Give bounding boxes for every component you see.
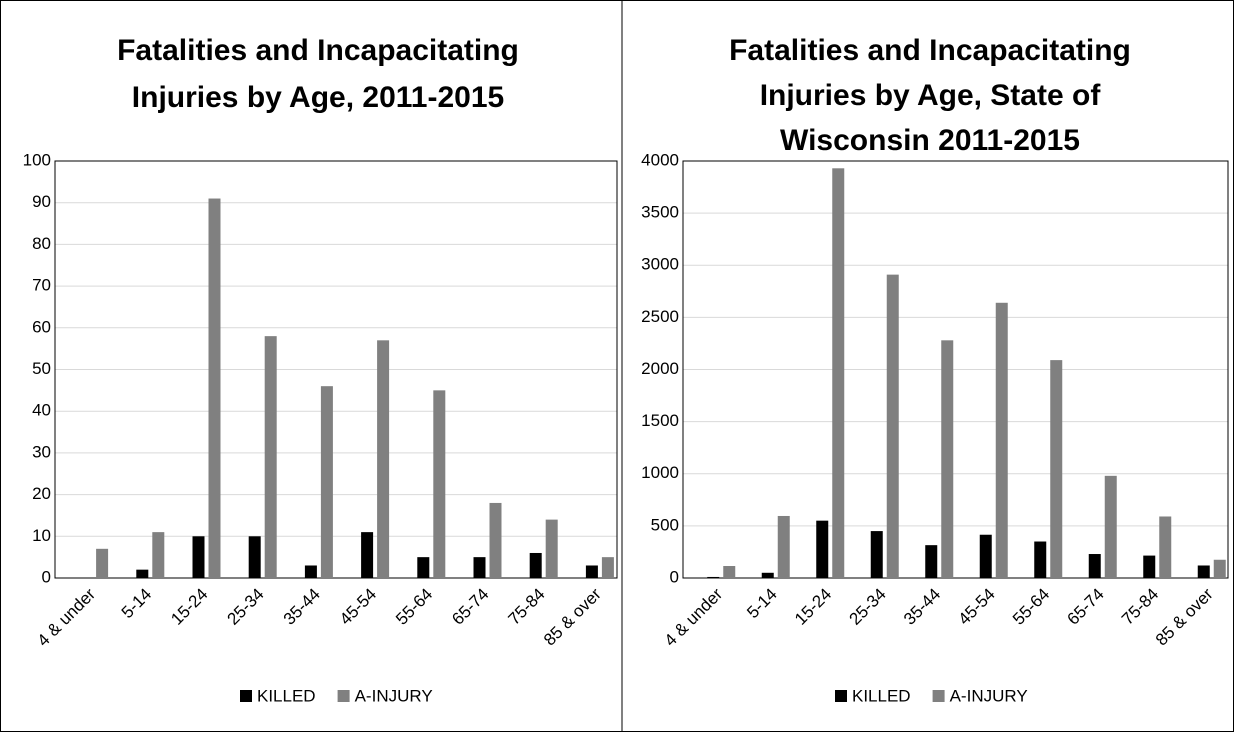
bar xyxy=(870,531,883,578)
chart-title: Wisconsin 2011-2015 xyxy=(780,124,1080,157)
plot-frame xyxy=(54,160,618,579)
y-tick-label: 50 xyxy=(32,359,51,378)
y-tick-label: 3500 xyxy=(641,203,679,222)
bar xyxy=(473,557,486,578)
x-tick-label: 35-44 xyxy=(900,585,944,629)
bar xyxy=(925,545,938,578)
y-tick-label: 500 xyxy=(651,515,679,534)
x-tick-label: 5-14 xyxy=(743,585,780,622)
chart-title: Injuries by Age, 2011-2015 xyxy=(132,81,504,114)
y-tick-label: 90 xyxy=(32,192,51,211)
x-tick-label: 5-14 xyxy=(118,585,155,622)
bar xyxy=(1088,554,1101,578)
x-tick-label: 4 & under xyxy=(34,584,100,650)
bar xyxy=(320,386,333,578)
x-tick-label: 55-64 xyxy=(392,585,436,629)
x-tick-label: 45-54 xyxy=(955,585,999,629)
legend-label: KILLED xyxy=(852,686,911,705)
bar xyxy=(1104,475,1117,578)
bar xyxy=(433,390,446,578)
bar xyxy=(304,565,317,578)
bar xyxy=(1143,555,1156,578)
chart-title: Fatalities and Incapacitating xyxy=(729,34,1131,67)
bar xyxy=(377,340,390,578)
bar xyxy=(248,536,261,578)
bar xyxy=(136,569,149,578)
bar xyxy=(1213,559,1226,578)
x-tick-label: 75-84 xyxy=(1118,585,1162,629)
y-tick-label: 3000 xyxy=(641,255,679,274)
plot-frame xyxy=(682,160,1229,579)
x-tick-label: 4 & under xyxy=(661,584,727,650)
y-tick-label: 4000 xyxy=(641,150,679,169)
bar xyxy=(1197,565,1210,578)
legend-label: KILLED xyxy=(257,686,316,705)
bar xyxy=(816,520,829,578)
bar xyxy=(1050,360,1063,578)
y-tick-label: 100 xyxy=(23,150,51,169)
bar xyxy=(96,548,109,578)
y-tick-label: 1000 xyxy=(641,463,679,482)
x-tick-label: 65-74 xyxy=(448,585,492,629)
bar xyxy=(723,566,736,578)
bar xyxy=(417,557,430,578)
y-tick-label: 1500 xyxy=(641,411,679,430)
y-tick-label: 2500 xyxy=(641,307,679,326)
y-tick-label: 30 xyxy=(32,442,51,461)
y-tick-label: 2000 xyxy=(641,359,679,378)
y-tick-label: 10 xyxy=(32,526,51,545)
bar xyxy=(761,572,774,578)
legend-swatch xyxy=(240,690,252,702)
x-tick-label: 45-54 xyxy=(336,585,380,629)
legend-swatch xyxy=(932,690,945,702)
y-tick-label: 70 xyxy=(32,276,51,295)
bar xyxy=(1159,516,1172,578)
bar xyxy=(886,274,899,578)
x-tick-label: 75-84 xyxy=(505,585,549,629)
x-tick-label: 35-44 xyxy=(280,585,324,629)
x-tick-label: 25-34 xyxy=(846,585,890,629)
x-tick-label: 65-74 xyxy=(1064,585,1108,629)
bar xyxy=(152,532,165,578)
bar xyxy=(361,532,374,578)
x-tick-label: 85 & over xyxy=(540,584,605,649)
x-tick-label: 15-24 xyxy=(167,585,211,629)
x-tick-label: 25-34 xyxy=(224,585,268,629)
bar xyxy=(208,198,221,578)
bar xyxy=(995,302,1008,578)
bar xyxy=(777,515,790,578)
y-tick-label: 0 xyxy=(670,567,679,586)
bar xyxy=(192,536,205,578)
bar xyxy=(585,565,598,578)
chart-title: Injuries by Age, State of xyxy=(760,79,1102,112)
legend-label: A-INJURY xyxy=(355,686,433,705)
bar xyxy=(601,557,614,578)
y-tick-label: 60 xyxy=(32,317,51,336)
x-tick-label: 55-64 xyxy=(1009,585,1053,629)
legend-label: A-INJURY xyxy=(950,686,1028,705)
bar xyxy=(707,576,720,578)
legend-swatch xyxy=(835,690,847,702)
bar xyxy=(979,534,992,578)
bar xyxy=(264,336,277,578)
bar xyxy=(832,168,845,579)
bar xyxy=(489,502,502,578)
y-tick-label: 40 xyxy=(32,401,51,420)
x-tick-label: 15-24 xyxy=(791,585,835,629)
y-tick-label: 20 xyxy=(32,484,51,503)
bar xyxy=(529,552,542,578)
legend-swatch xyxy=(337,690,350,702)
bar xyxy=(545,519,558,578)
bar xyxy=(1034,541,1047,578)
chart-title: Fatalities and Incapacitating xyxy=(117,34,519,67)
y-tick-label: 80 xyxy=(32,234,51,253)
y-tick-label: 0 xyxy=(42,567,51,586)
bar xyxy=(941,340,954,578)
x-tick-label: 85 & over xyxy=(1152,584,1217,649)
